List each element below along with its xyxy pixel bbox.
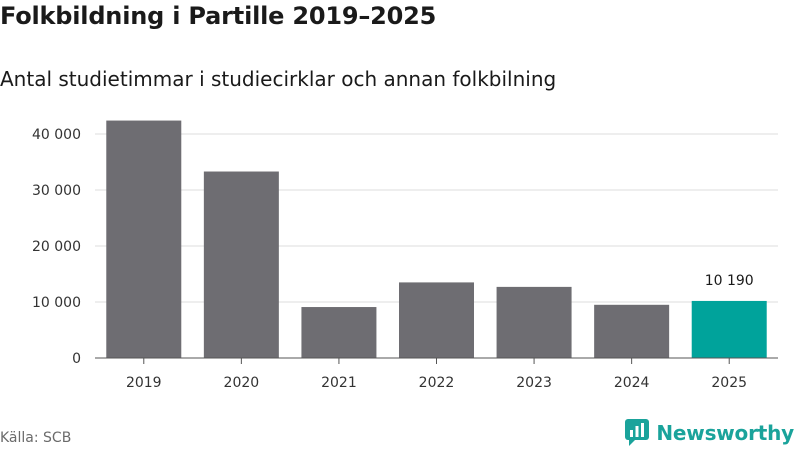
bar bbox=[594, 304, 670, 358]
brand-name: Newsworthy bbox=[656, 420, 794, 445]
x-tick-label: 2025 bbox=[711, 375, 747, 391]
bar bbox=[203, 171, 279, 358]
bar bbox=[399, 282, 474, 358]
y-tick-label: 40 000 bbox=[32, 127, 81, 143]
x-tick-label: 2020 bbox=[224, 375, 260, 391]
y-tick-label: 0 bbox=[72, 351, 81, 367]
y-tick-label: 10 000 bbox=[32, 295, 81, 311]
bar bbox=[301, 307, 377, 358]
chart-subtitle: Antal studietimmar i studiecirklar och a… bbox=[0, 67, 557, 91]
x-tick-label: 2022 bbox=[419, 375, 455, 391]
y-tick-label: 20 000 bbox=[32, 239, 81, 255]
bar bbox=[496, 286, 572, 358]
x-tick-label: 2024 bbox=[614, 375, 650, 391]
brand-logo[interactable]: Newsworthy bbox=[625, 419, 794, 446]
bar bbox=[691, 300, 767, 358]
bar-chart: 0 10 000 20 000 30 000 40 000 2019 2020 2021 202… bbox=[32, 120, 778, 391]
bar bbox=[106, 120, 182, 358]
y-tick-label: 30 000 bbox=[32, 183, 81, 199]
newsworthy-logo-icon bbox=[625, 419, 650, 446]
x-tick-label: 2023 bbox=[516, 375, 552, 391]
x-tick-label: 2019 bbox=[126, 375, 162, 391]
data-label: 10 190 bbox=[705, 273, 754, 289]
chart-title: Folkbildning i Partille 2019–2025 bbox=[0, 2, 437, 30]
source-note: Källa: SCB bbox=[0, 430, 72, 446]
x-tick-label: 2021 bbox=[321, 375, 357, 391]
